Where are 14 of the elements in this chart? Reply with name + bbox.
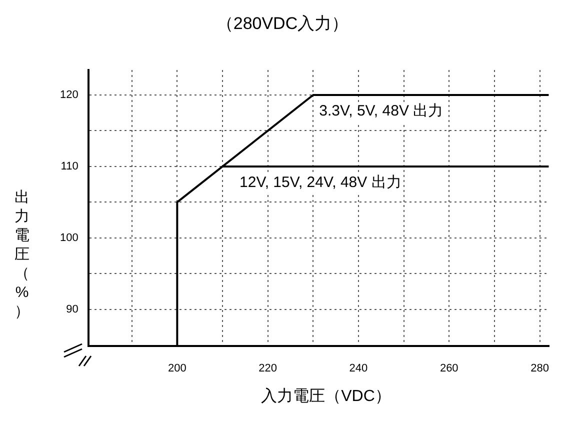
x-axis-title: 入力電圧（VDC） [260,386,392,407]
y-tick-label: 100 [60,232,78,244]
x-tick-label: 240 [349,362,368,374]
y-tick-label: 120 [60,89,78,102]
chart-title: （280VDC入力） [215,13,350,35]
series-label: 3.3V, 5V, 48V 出力 [319,102,444,120]
y-tick-label: 90 [66,303,78,316]
x-tick-label: 220 [258,362,278,374]
x-tick-label: 280 [530,362,549,374]
x-tick-label: 200 [168,362,186,374]
x-tick-label: 260 [440,362,458,374]
series-label: 12V, 15V, 24V, 48V 出力 [240,174,402,192]
y-tick-label: 110 [60,160,78,172]
y-axis-title: 出力電圧（%） [14,188,30,321]
